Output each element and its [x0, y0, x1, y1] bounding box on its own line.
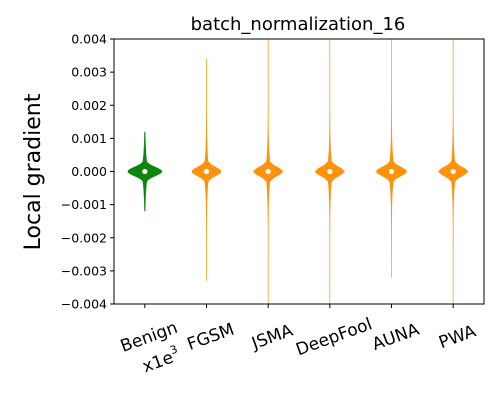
y-tick-label: 0.001 — [71, 131, 107, 146]
y-tick-label: −0.003 — [61, 263, 107, 278]
axes-frame — [113, 38, 485, 305]
median-marker-jsma — [265, 168, 271, 175]
median-marker-benign — [142, 168, 148, 175]
x-tick-label-jsma: JSMA — [248, 321, 296, 355]
y-axis-label: Local gradient — [21, 93, 46, 250]
y-ticks-group: 0.004 0.003 0.002 0.001 0.000 −0.001 −0.002 −0.… — [61, 32, 114, 312]
scale-label-exponent: 3 — [168, 343, 179, 358]
x-tick-label-deepfool: DeepFool — [293, 314, 375, 360]
y-tick-label: 0.000 — [71, 164, 107, 179]
axes-group — [113, 38, 485, 305]
y-tick-label: −0.004 — [61, 297, 107, 312]
y-tick-label: −0.002 — [61, 230, 107, 245]
x-tick-label-pwa: PWA — [436, 321, 479, 353]
median-marker-pwa — [450, 168, 456, 175]
chart-title: batch_normalization_16 — [191, 14, 406, 35]
x-tick-label-auna: AUNA — [370, 319, 423, 354]
x-tick-label-fgsm: FGSM — [185, 320, 237, 355]
violins-group — [127, 39, 469, 304]
y-tick-label: −0.001 — [61, 197, 107, 212]
y-tick-label: 0.003 — [71, 65, 107, 80]
y-tick-label: 0.004 — [71, 32, 107, 47]
median-marker-fgsm — [203, 168, 210, 175]
median-marker-deepfool — [327, 168, 333, 175]
median-marker-auna — [388, 168, 395, 175]
y-tick-label: 0.002 — [71, 98, 107, 113]
violin-auna — [376, 39, 407, 278]
